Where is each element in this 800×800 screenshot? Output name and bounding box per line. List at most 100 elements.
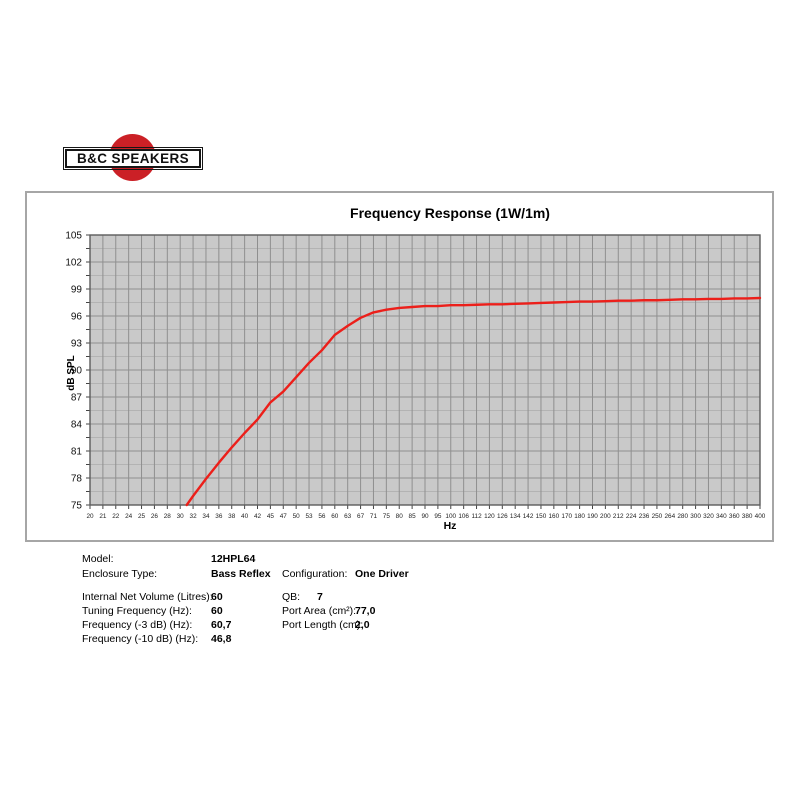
spec-row-enclosure-configuration: Enclosure Type: Bass Reflex Configuratio… <box>0 568 800 581</box>
svg-text:25: 25 <box>138 513 146 520</box>
svg-text:280: 280 <box>677 513 688 520</box>
svg-text:150: 150 <box>536 513 547 520</box>
svg-text:71: 71 <box>370 513 378 520</box>
svg-text:45: 45 <box>267 513 275 520</box>
svg-text:300: 300 <box>690 513 701 520</box>
response-curve <box>185 296 762 507</box>
spec-label: Frequency (-10 dB) (Hz): <box>82 633 199 645</box>
spec-value: 7 <box>317 591 323 603</box>
spec-value: 60 <box>211 591 223 603</box>
svg-text:90: 90 <box>421 513 429 520</box>
spec-value: 46,8 <box>211 633 232 645</box>
svg-text:200: 200 <box>600 513 611 520</box>
svg-text:99: 99 <box>71 285 83 296</box>
spec-label: QB: <box>282 591 301 603</box>
svg-text:380: 380 <box>742 513 753 520</box>
frequency-response-plot: 20 21 22 24 25 26 28 30 32 34 36 38 40 42 45 47 50 53 56 60… <box>65 231 765 521</box>
logo-text: B&C SPEAKERS <box>76 151 190 166</box>
svg-text:120: 120 <box>484 513 495 520</box>
spec-row-tuning-portarea: Tuning Frequency (Hz): 60 Port Area (cm²… <box>0 605 800 618</box>
chart-panel: Frequency Response (1W/1m) 20 21 22 24 25 26 2… <box>25 191 774 542</box>
spec-row-f3-portlength: Frequency (-3 dB) (Hz): 60,7 Port Length… <box>0 619 800 632</box>
svg-text:250: 250 <box>652 513 663 520</box>
spec-value: 12HPL64 <box>211 553 256 565</box>
svg-text:90: 90 <box>71 366 83 377</box>
chart-title: Frequency Response (1W/1m) <box>350 205 550 221</box>
spec-label: Tuning Frequency (Hz): <box>82 605 192 617</box>
spec-value: 2,0 <box>355 619 370 631</box>
svg-text:75: 75 <box>71 501 83 512</box>
spec-label: Enclosure Type: <box>82 568 158 580</box>
svg-text:67: 67 <box>357 513 365 520</box>
spec-value: Bass Reflex <box>211 568 271 580</box>
y-tick-labels: 105 102 99 96 93 90 87 84 81 78 75 <box>65 231 82 512</box>
spec-row-volume-qb: Internal Net Volume (Litres): 60 QB: 7 <box>0 591 800 604</box>
svg-text:160: 160 <box>549 513 560 520</box>
svg-text:30: 30 <box>177 513 185 520</box>
svg-text:36: 36 <box>215 513 223 520</box>
svg-text:60: 60 <box>331 513 339 520</box>
spec-value: One Driver <box>355 568 409 580</box>
svg-text:22: 22 <box>112 513 120 520</box>
svg-text:360: 360 <box>729 513 740 520</box>
spec-row-f10: Frequency (-10 dB) (Hz): 46,8 <box>0 633 800 646</box>
logo-box: B&C SPEAKERS <box>63 147 203 170</box>
svg-text:80: 80 <box>396 513 404 520</box>
svg-text:112: 112 <box>471 513 482 520</box>
svg-text:170: 170 <box>561 513 572 520</box>
svg-text:28: 28 <box>164 513 172 520</box>
svg-text:40: 40 <box>241 513 249 520</box>
svg-text:34: 34 <box>202 513 210 520</box>
svg-text:134: 134 <box>510 513 521 520</box>
svg-text:63: 63 <box>344 513 352 520</box>
svg-text:400: 400 <box>755 513 766 520</box>
svg-text:20: 20 <box>86 513 94 520</box>
svg-text:21: 21 <box>99 513 107 520</box>
spec-label: Configuration: <box>282 568 348 580</box>
spec-label: Port Length (cm): <box>282 619 364 631</box>
svg-text:24: 24 <box>125 513 133 520</box>
svg-text:42: 42 <box>254 513 262 520</box>
svg-text:105: 105 <box>65 231 82 242</box>
x-tick-labels: 20 21 22 24 25 26 28 30 32 34 36 38 40 42 45 47 50 53 56 60… <box>86 513 765 520</box>
plot-border <box>89 234 761 506</box>
x-axis-label: Hz <box>443 520 457 532</box>
spec-value: 60,7 <box>211 619 232 631</box>
svg-text:56: 56 <box>318 513 326 520</box>
svg-text:236: 236 <box>639 513 650 520</box>
svg-text:95: 95 <box>434 513 442 520</box>
spec-label: Frequency (-3 dB) (Hz): <box>82 619 193 631</box>
svg-text:38: 38 <box>228 513 236 520</box>
svg-text:26: 26 <box>151 513 159 520</box>
svg-text:93: 93 <box>71 339 83 350</box>
svg-text:50: 50 <box>293 513 301 520</box>
gridlines <box>89 234 761 506</box>
svg-text:85: 85 <box>409 513 417 520</box>
svg-text:190: 190 <box>587 513 598 520</box>
svg-text:126: 126 <box>497 513 508 520</box>
svg-text:87: 87 <box>71 393 83 404</box>
svg-text:100: 100 <box>445 513 456 520</box>
y-axis-label: dB SPL <box>66 355 77 391</box>
spec-label: Model: <box>82 553 114 565</box>
spec-value: 60 <box>211 605 223 617</box>
spec-label: Internal Net Volume (Litres): <box>82 591 213 603</box>
svg-text:81: 81 <box>71 447 83 458</box>
spec-value: 77,0 <box>355 605 376 617</box>
svg-text:47: 47 <box>280 513 288 520</box>
svg-text:32: 32 <box>190 513 198 520</box>
svg-text:180: 180 <box>574 513 585 520</box>
svg-text:212: 212 <box>613 513 624 520</box>
svg-text:340: 340 <box>716 513 727 520</box>
svg-text:78: 78 <box>71 474 83 485</box>
svg-text:224: 224 <box>626 513 637 520</box>
svg-text:142: 142 <box>523 513 534 520</box>
svg-text:102: 102 <box>65 258 82 269</box>
svg-text:264: 264 <box>664 513 675 520</box>
svg-text:320: 320 <box>703 513 714 520</box>
spec-label: Port Area (cm²): <box>282 605 357 617</box>
svg-text:96: 96 <box>71 312 83 323</box>
spec-row-model: Model: 12HPL64 <box>0 553 800 566</box>
svg-text:106: 106 <box>458 513 469 520</box>
svg-text:53: 53 <box>305 513 313 520</box>
